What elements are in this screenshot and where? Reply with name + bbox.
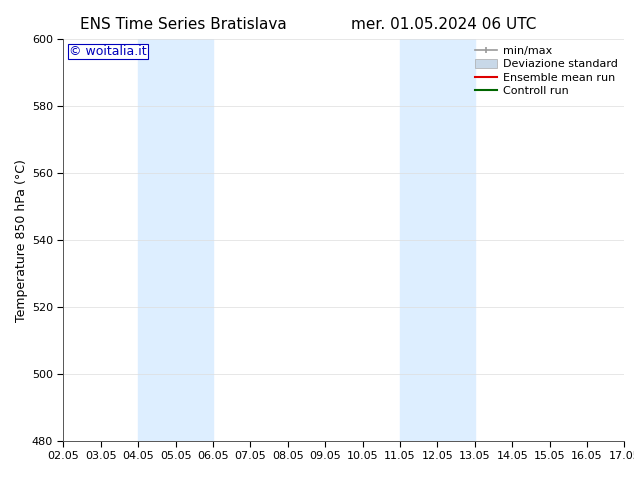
Bar (400, 39, 475, 441)
Legend: min/max, Deviazione standard, Ensemble mean run, Controll run: min/max, Deviazione standard, Ensemble m… (470, 42, 622, 101)
Text: mer. 01.05.2024 06 UTC: mer. 01.05.2024 06 UTC (351, 17, 536, 32)
Text: © woitalia.it: © woitalia.it (69, 45, 146, 58)
Bar (138, 39, 213, 441)
Text: ENS Time Series Bratislava: ENS Time Series Bratislava (81, 17, 287, 32)
Y-axis label: Temperature 850 hPa (°C): Temperature 850 hPa (°C) (15, 159, 27, 321)
